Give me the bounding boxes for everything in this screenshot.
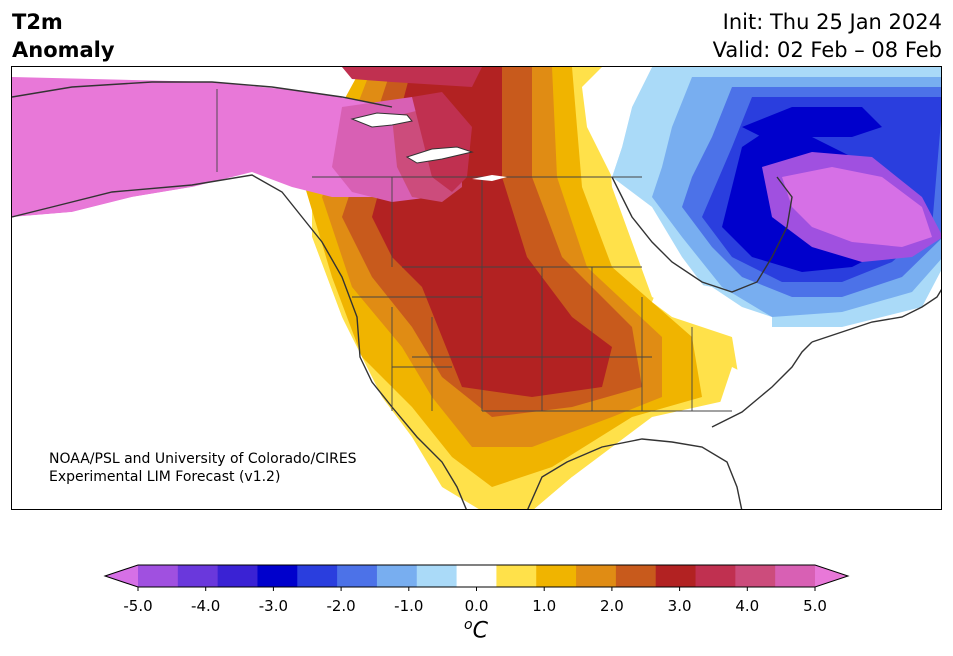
coastlines [12,81,941,509]
arctic-gap [582,67,652,177]
colorbar-tick-label: -1.0 [394,597,424,615]
title-line2: Anomaly [12,38,115,62]
colorbar-extend-high [815,565,848,587]
colorbar-tick-label: 2.0 [599,597,624,615]
valid-date: Valid: 02 Feb – 08 Feb [712,38,942,62]
colorbar-tick-label: 1.0 [532,597,557,615]
colorbar-unit: oC [464,617,488,643]
colorbar-segment [217,565,258,587]
forecast-dates: Init: Thu 25 Jan 2024 Valid: 02 Feb – 08… [713,8,942,64]
great-bear-lake [350,112,413,128]
anomaly-top-red [342,67,482,87]
colorbar-segment [138,565,179,587]
anomaly-minus5c-quebec [782,167,932,247]
colorbar-segment [376,565,418,587]
lake-athabasca [472,175,507,181]
anomaly-5c-alaska [12,77,442,217]
great-slave-lake [405,146,474,164]
colorbar-segment [695,565,736,587]
great-lakes [652,277,772,337]
colorbar-segment [416,565,458,587]
init-date: Init: Thu 25 Jan 2024 [722,10,942,34]
colorbar-extend-low [105,565,138,587]
colorbar-segment [615,565,657,587]
colorbar-segment [655,565,697,587]
colorbar-segment [775,565,816,587]
atlantic-ocean [534,367,941,509]
colorbar-tick-label: -5.0 [123,597,153,615]
colorbar-segment [337,565,378,587]
colorbar-segment [536,565,577,587]
unit-base: C [472,618,488,644]
colorbar-tick-label: 4.0 [735,597,760,615]
anomaly-3_2c [412,92,472,192]
colorbar-segment [177,565,219,587]
unit-superscript: o [464,617,473,633]
colorbar-segment [297,565,338,587]
colorbar-segment [735,565,776,587]
colorbar-tick-label: 0.0 [464,597,489,615]
colorbar-segment [456,565,497,587]
anomaly-map [11,66,942,510]
map-title: T2m Anomaly [12,8,115,64]
colorbar-tick-label: -2.0 [326,597,356,615]
state-borders [216,89,732,412]
anomaly-minus3c-hudson [742,107,882,137]
attribution: NOAA/PSL and University of Colorado/CIRE… [49,450,357,486]
credit-line2: Experimental LIM Forecast (v1.2) [49,469,281,485]
pacific-ocean [12,177,461,509]
colorbar-tick-label: -3.0 [258,597,289,615]
credit-line1: NOAA/PSL and University of Colorado/CIRE… [49,451,357,467]
colorbar-segment [576,565,617,587]
colorbar-tick-label: 3.0 [667,597,692,615]
map-canvas [12,67,941,509]
title-line1: T2m [12,10,63,34]
colorbar-segment [496,565,537,587]
colorbar-tick-label: -4.0 [191,597,221,615]
colorbar-segment [257,565,298,587]
colorbar-tick-label: 5.0 [803,597,827,615]
